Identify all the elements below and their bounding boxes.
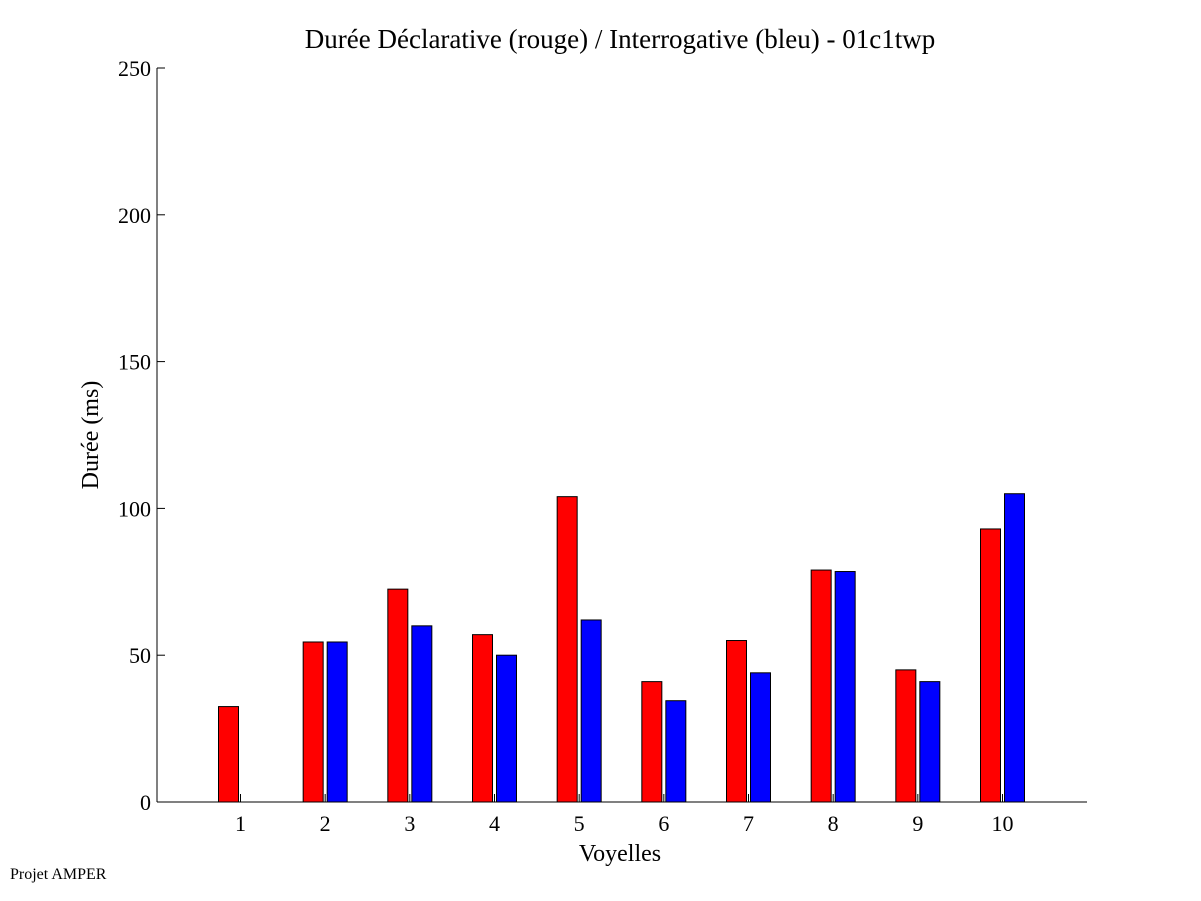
x-tick-label: 5 — [574, 811, 585, 836]
x-tick-label: 9 — [912, 811, 923, 836]
bar-blue-10 — [1004, 493, 1025, 803]
bar-blue-4 — [496, 654, 517, 803]
bar-blue-9 — [919, 681, 941, 803]
bar-red-5 — [556, 496, 578, 803]
y-tick-label: 50 — [129, 643, 151, 668]
x-tick-label: 3 — [404, 811, 415, 836]
bar-red-10 — [980, 528, 1001, 803]
y-tick-label: 100 — [118, 496, 151, 521]
bar-blue-5 — [580, 619, 602, 803]
x-tick-label: 7 — [743, 811, 754, 836]
plot-area: 0 50 100 150 200 250 1 2 3 4 5 6 7 8 9 10 — [118, 56, 1087, 836]
bar-red-8 — [810, 569, 832, 803]
bar-blue-8 — [834, 571, 856, 803]
x-axis-label: Voyelles — [579, 841, 661, 867]
bar-red-4 — [472, 634, 493, 803]
bar-red-7 — [726, 640, 747, 803]
bar-blue-2 — [326, 641, 348, 803]
y-axis-label: Durée (ms) — [78, 381, 104, 490]
bar-blue-7 — [750, 672, 771, 803]
y-tick-label: 0 — [140, 790, 151, 815]
x-tick-label: 4 — [489, 811, 500, 836]
x-tick-label: 8 — [828, 811, 839, 836]
bar-red-2 — [302, 641, 324, 803]
x-tick-label: 10 — [992, 811, 1014, 836]
x-tick-label: 1 — [235, 811, 246, 836]
bar-red-1 — [218, 706, 239, 803]
chart-title: Durée Déclarative (rouge) / Interrogativ… — [305, 24, 935, 54]
bar-red-3 — [387, 588, 409, 803]
bar-blue-3 — [411, 625, 433, 803]
bar-red-6 — [641, 681, 663, 803]
bar-blue-6 — [665, 700, 687, 803]
y-tick-label: 200 — [118, 203, 151, 228]
x-tick-label: 2 — [320, 811, 331, 836]
y-tick-label: 150 — [118, 350, 151, 375]
footer-text: Projet AMPER — [10, 866, 107, 883]
x-tick-label: 6 — [658, 811, 669, 836]
y-tick-label: 250 — [118, 56, 151, 81]
bar-red-9 — [895, 669, 917, 803]
